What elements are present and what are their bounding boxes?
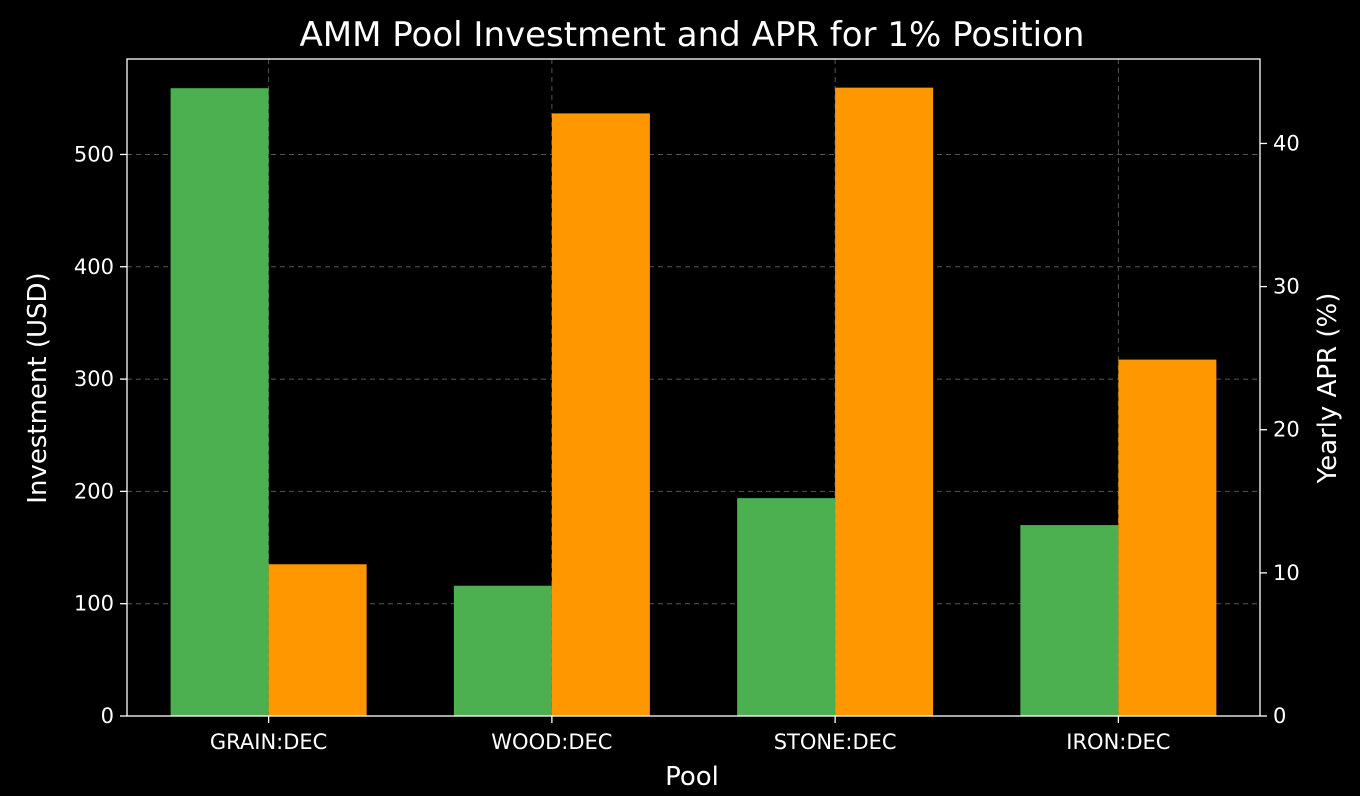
x-tick-label: WOOD:DEC <box>491 730 612 754</box>
bars-layer <box>171 88 1217 716</box>
y2-tick-label: 20 <box>1273 418 1300 442</box>
y2-tick-label: 0 <box>1273 704 1286 728</box>
x-axis-label: Pool <box>665 762 719 792</box>
y2-tick-label: 30 <box>1273 275 1300 299</box>
y-tick-label: 300 <box>74 367 114 391</box>
y2-tick-label: 10 <box>1273 561 1300 585</box>
y-tick-label: 500 <box>74 142 114 166</box>
x-tick-label: GRAIN:DEC <box>210 730 327 754</box>
y-tick-label: 200 <box>74 479 114 503</box>
bar-apr-stone-dec <box>835 88 933 716</box>
bar-apr-wood-dec <box>552 113 650 716</box>
y-tick-label: 400 <box>74 255 114 279</box>
x-tick-label: STONE:DEC <box>774 730 897 754</box>
bar-apr-grain-dec <box>269 564 367 716</box>
bar-apr-iron-dec <box>1118 360 1216 716</box>
bar-investment-wood-dec <box>454 586 552 716</box>
dual-axis-bar-chart: GRAIN:DEC WOOD:DEC STONE:DEC IRON:DEC010020… <box>0 0 1360 796</box>
bar-investment-iron-dec <box>1020 525 1118 716</box>
y-axis-label: Investment (USD) <box>23 272 53 503</box>
chart-title: AMM Pool Investment and APR for 1% Posit… <box>300 15 1085 55</box>
y2-tick-label: 40 <box>1273 131 1300 155</box>
y-tick-label: 100 <box>74 592 114 616</box>
y2-axis-label: Yearly APR (%) <box>1313 293 1343 485</box>
x-tick-label: IRON:DEC <box>1066 730 1170 754</box>
bar-investment-stone-dec <box>737 498 835 716</box>
bar-investment-grain-dec <box>171 88 269 716</box>
y-tick-label: 0 <box>101 704 114 728</box>
chart-container: GRAIN:DEC WOOD:DEC STONE:DEC IRON:DEC 0 100 20… <box>0 0 1360 796</box>
